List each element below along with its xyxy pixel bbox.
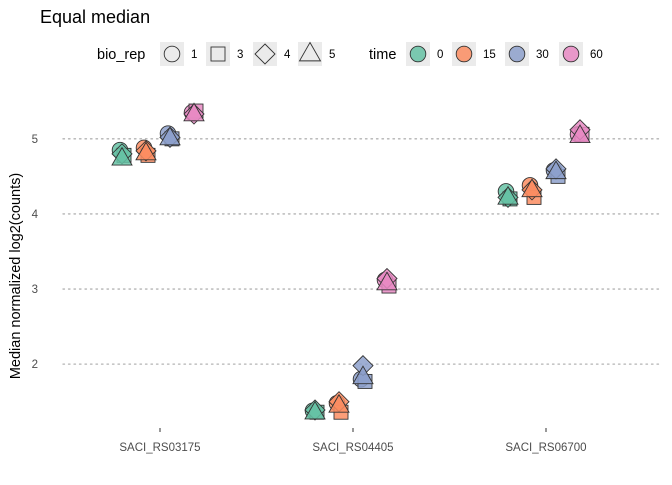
data-point (328, 393, 350, 413)
legend-key-triangle (298, 41, 322, 62)
y-tick-label: 4 (32, 209, 39, 221)
y-tick-label: 3 (32, 284, 38, 296)
x-tick-label: SACI_RS03175 (119, 442, 200, 454)
series-time-0 (111, 141, 519, 421)
x-tick-label: SACI_RS04405 (312, 442, 393, 454)
legend-key-time (409, 45, 427, 63)
data-point (376, 271, 398, 291)
data-points (111, 102, 591, 421)
data-point (135, 141, 157, 161)
data-point (304, 400, 326, 420)
legend-label: 4 (284, 49, 291, 61)
legend-key-background (160, 42, 184, 66)
data-point (352, 365, 374, 385)
legend-label: 3 (237, 49, 243, 61)
y-axis-label: Median normalized log2(counts) (8, 173, 24, 379)
legend-key-diamond (254, 43, 276, 65)
data-point (497, 185, 519, 205)
legend-key-circle (163, 45, 181, 63)
legend-label: 1 (191, 49, 197, 61)
x-axis-ticks: SACI_RS03175 SACI_RS04405 SACI_RS06700 (119, 428, 587, 454)
legend-label: 5 (329, 49, 335, 61)
legend-key-background (298, 42, 322, 66)
legend-label: 0 (437, 49, 443, 61)
legend-key-background (206, 42, 230, 66)
legend-key-time (562, 45, 580, 63)
data-point (569, 124, 591, 144)
legend: bio_rep 1 3 4 5 time 0 15 30 60 (97, 41, 603, 66)
series-time-30 (159, 125, 567, 389)
legend-key-time (508, 45, 526, 63)
legend-label: 60 (590, 49, 603, 61)
legend-key-background (253, 42, 277, 66)
series-time-15 (135, 139, 543, 420)
legend-label: 15 (483, 49, 496, 61)
series-time-60 (183, 102, 591, 294)
data-point (159, 126, 181, 146)
data-point (183, 102, 205, 122)
grid-lines (62, 138, 661, 365)
y-tick-label: 2 (32, 359, 38, 371)
x-tick-label: SACI_RS06700 (505, 442, 586, 454)
legend-label: 30 (536, 49, 549, 61)
data-point (545, 160, 567, 180)
legend-title-time: time (369, 47, 396, 63)
legend-key-square (210, 46, 226, 62)
data-point (111, 146, 133, 166)
legend-title-bio-rep: bio_rep (97, 47, 145, 63)
legend-key-time (455, 45, 473, 63)
y-tick-label: 5 (32, 134, 38, 146)
data-point (521, 178, 543, 198)
chart-title: Equal median (40, 7, 150, 27)
y-axis-ticks: 2 3 4 5 (32, 134, 39, 371)
